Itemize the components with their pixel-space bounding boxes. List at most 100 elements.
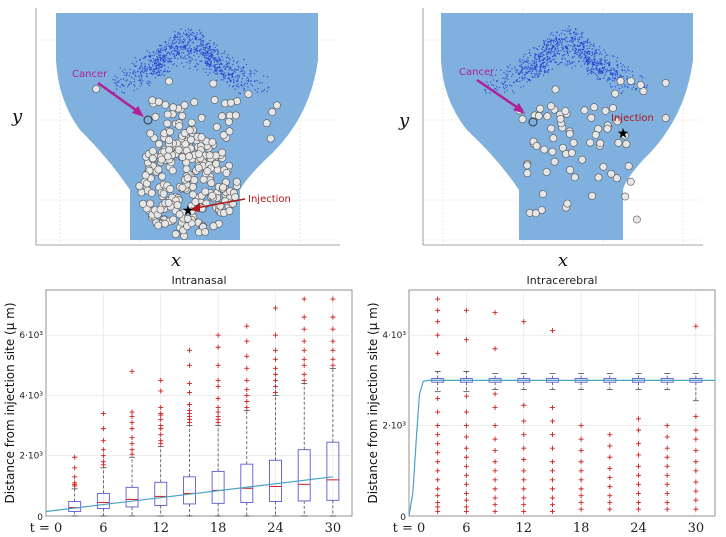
outlier-marker xyxy=(158,432,164,438)
outlier-marker xyxy=(273,371,278,377)
outlier-marker xyxy=(549,432,555,438)
outlier-marker xyxy=(330,326,336,332)
x-tick-label: 12 xyxy=(515,521,532,536)
intranasal-box-plot: Intranasal Distance from injection site (… xyxy=(3,274,353,536)
outlier-marker xyxy=(215,395,221,401)
particles xyxy=(92,77,281,240)
box-body xyxy=(240,463,254,503)
outlier-marker xyxy=(693,447,699,453)
outlier-marker xyxy=(492,477,498,483)
outlier-marker xyxy=(549,502,555,508)
outlier-marker xyxy=(521,477,527,483)
outlier-marker xyxy=(636,416,641,422)
box-12 xyxy=(154,377,168,517)
outlier-marker xyxy=(636,427,641,433)
outlier-marker xyxy=(330,296,336,302)
outlier-marker xyxy=(244,323,250,329)
outlier-marker xyxy=(664,423,670,429)
outlier-marker xyxy=(463,434,469,440)
outlier-marker xyxy=(636,472,641,478)
box-body xyxy=(297,449,311,502)
outlier-marker xyxy=(549,477,555,483)
outlier-marker xyxy=(521,432,527,438)
outlier-marker xyxy=(607,506,613,512)
outlier-marker xyxy=(435,499,441,505)
outlier-marker xyxy=(435,468,441,474)
outlier-marker xyxy=(521,402,527,408)
x-tick-label: 24 xyxy=(630,521,647,536)
outlier-marker xyxy=(549,418,555,424)
outlier-marker xyxy=(549,445,555,451)
outlier-marker xyxy=(549,495,555,501)
outlier-marker xyxy=(100,459,106,465)
outlier-marker xyxy=(158,438,164,444)
outlier-marker xyxy=(492,436,498,442)
outlier-marker xyxy=(244,398,250,404)
outlier-marker xyxy=(492,310,498,316)
outlier-marker xyxy=(435,432,441,438)
outlier-marker xyxy=(244,338,250,344)
outlier-marker xyxy=(463,409,469,415)
outlier-marker xyxy=(158,411,164,417)
map-x-axis-label: x xyxy=(171,250,181,268)
box-body xyxy=(326,441,340,501)
outlier-marker xyxy=(492,508,498,514)
outlier-marker xyxy=(129,441,135,447)
outlier-marker xyxy=(492,459,498,465)
outlier-marker xyxy=(636,506,641,512)
outlier-marker xyxy=(492,423,498,429)
y-axis-label: Distance from injection site (μ m) xyxy=(366,302,380,503)
outlier-marker xyxy=(158,388,164,394)
outlier-marker xyxy=(72,465,78,471)
outlier-marker xyxy=(578,459,584,465)
outlier-marker xyxy=(244,365,250,371)
outlier-marker xyxy=(435,319,441,325)
outlier-marker xyxy=(186,347,192,353)
outlier-marker xyxy=(578,493,584,499)
x-tick-label: t = 0 xyxy=(393,521,426,536)
outlier-marker xyxy=(301,338,307,344)
outlier-marker xyxy=(244,386,250,392)
outlier-marker xyxy=(607,454,613,460)
outlier-marker xyxy=(664,445,670,451)
outlier-marker xyxy=(492,502,498,508)
vessel-network xyxy=(112,28,270,95)
outlier-marker xyxy=(72,474,78,480)
outlier-marker xyxy=(664,463,670,469)
brain-region xyxy=(56,13,318,240)
outlier-marker xyxy=(578,499,584,505)
outlier-marker xyxy=(435,477,441,483)
box-9 xyxy=(125,368,139,517)
map-y-axis-label: y xyxy=(398,110,410,131)
outlier-marker xyxy=(693,427,699,433)
outlier-marker xyxy=(301,377,307,383)
outlier-marker xyxy=(463,307,469,313)
outlier-marker xyxy=(521,418,527,424)
box-body xyxy=(96,492,110,509)
outlier-marker xyxy=(244,377,250,383)
box-body xyxy=(182,476,196,505)
x-tick-label: 18 xyxy=(573,521,590,536)
outlier-marker xyxy=(549,405,555,411)
outlier-marker xyxy=(129,426,135,432)
x-tick-label: 30 xyxy=(325,521,342,536)
outlier-marker xyxy=(492,495,498,501)
outlier-marker xyxy=(463,472,469,478)
outlier-marker xyxy=(330,314,336,320)
outlier-marker xyxy=(435,350,441,356)
outlier-marker xyxy=(693,414,699,420)
outlier-marker xyxy=(330,356,336,362)
outlier-marker xyxy=(100,453,106,459)
cancer-label: Cancer xyxy=(459,67,495,78)
outlier-marker xyxy=(607,484,613,490)
outlier-marker xyxy=(492,486,498,492)
outlier-marker xyxy=(607,475,613,481)
outlier-marker xyxy=(100,426,106,432)
outlier-marker xyxy=(435,486,441,492)
outlier-marker xyxy=(521,486,527,492)
outlier-marker xyxy=(693,488,699,494)
chart-title: Intracerebral xyxy=(527,274,598,287)
outlier-marker xyxy=(330,347,336,353)
box-6 xyxy=(96,411,110,517)
box-3 xyxy=(68,454,82,517)
